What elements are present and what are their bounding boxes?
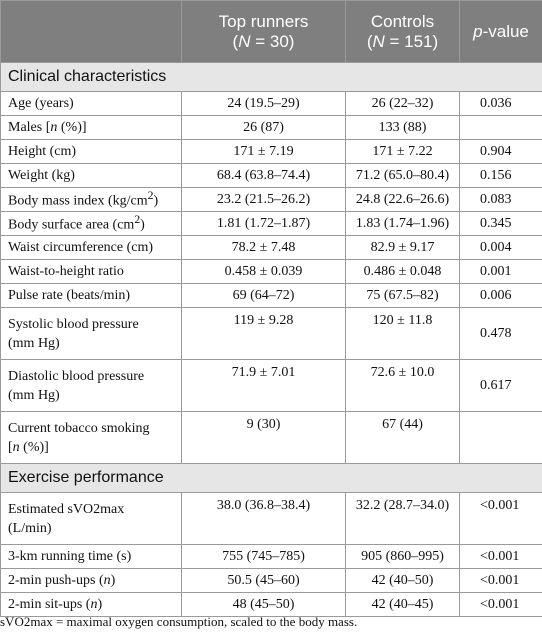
controls-value: 133 (88) <box>345 115 460 140</box>
top-runners-value: 24 (19.5–29) <box>181 91 346 116</box>
header-empty-cell <box>0 0 182 63</box>
header-top-runners: Top runners (N = 30) <box>181 0 346 63</box>
top-runners-value: 26 (87) <box>181 115 346 140</box>
p-value <box>459 115 542 140</box>
header-controls: Controls (N = 151) <box>345 0 460 63</box>
p-value: <0.001 <box>459 568 542 593</box>
controls-value: 120 ± 11.8 <box>345 307 460 360</box>
section-exercise-performance: Exercise performance <box>0 463 542 493</box>
characteristics-table: Top runners (N = 30) Controls (N = 151) p-… <box>0 0 542 617</box>
top-runners-value: 50.5 (45–60) <box>181 568 346 593</box>
controls-value: 24.8 (22.6–26.6) <box>345 187 460 212</box>
controls-value: 171 ± 7.22 <box>345 139 460 164</box>
top-runners-value: 68.4 (63.8–74.4) <box>181 163 346 188</box>
controls-value: 1.83 (1.74–1.96) <box>345 211 460 236</box>
row-label: Height (cm) <box>0 139 182 164</box>
p-value: 0.004 <box>459 235 542 260</box>
p-value: <0.001 <box>459 492 542 545</box>
row-label: Waist-to-height ratio <box>0 259 182 284</box>
top-runners-value: 69 (64–72) <box>181 283 346 308</box>
controls-value: 0.486 ± 0.048 <box>345 259 460 284</box>
table-row: Waist-to-height ratio 0.458 ± 0.039 0.48… <box>0 259 542 284</box>
p-value: 0.904 <box>459 139 542 164</box>
row-label: 2-min push-ups (n) <box>0 568 182 593</box>
controls-value: 905 (860–995) <box>345 544 460 569</box>
top-runners-value: 48 (45–50) <box>181 592 346 617</box>
top-runners-value: 755 (745–785) <box>181 544 346 569</box>
table-row: Estimated sVO2max (L/min) 38.0 (36.8–38.4… <box>0 492 542 545</box>
p-value: <0.001 <box>459 544 542 569</box>
table-row: Systolic blood pressure (mm Hg) 119 ± 9.2… <box>0 307 542 360</box>
table-footnote: sVO2max = maximal oxygen consumption, sc… <box>0 614 358 629</box>
p-value: 0.001 <box>459 259 542 284</box>
top-runners-value: 78.2 ± 7.48 <box>181 235 346 260</box>
table-row: Body surface area (cm2) 1.81 (1.72–1.87)… <box>0 211 542 236</box>
controls-value: 71.2 (65.0–80.4) <box>345 163 460 188</box>
p-value <box>459 411 542 464</box>
table-row: Height (cm) 171 ± 7.19 171 ± 7.22 0.904 <box>0 139 542 164</box>
table-row: Males [n (%)] 26 (87) 133 (88) <box>0 115 542 140</box>
row-label: Pulse rate (beats/min) <box>0 283 182 308</box>
top-runners-value: 71.9 ± 7.01 <box>181 359 346 412</box>
controls-value: 26 (22–32) <box>345 91 460 116</box>
row-label: Weight (kg) <box>0 163 182 188</box>
controls-value: 72.6 ± 10.0 <box>345 359 460 412</box>
p-value: 0.156 <box>459 163 542 188</box>
table-row: 3-km running time (s) 755 (745–785) 905 … <box>0 544 542 569</box>
table-row: 2-min sit-ups (n) 48 (45–50) 42 (40–45) … <box>0 592 542 617</box>
row-label: Males [n (%)] <box>0 115 182 140</box>
row-label: Current tobacco smoking [n (%)] <box>0 411 182 464</box>
header-p-value: p-value <box>459 0 542 63</box>
controls-value: 42 (40–50) <box>345 568 460 593</box>
top-runners-value: 119 ± 9.28 <box>181 307 346 360</box>
table-row: Body mass index (kg/cm2) 23.2 (21.5–26.2… <box>0 187 542 212</box>
p-value: 0.345 <box>459 211 542 236</box>
row-label: Diastolic blood pressure (mm Hg) <box>0 359 182 412</box>
controls-value: 75 (67.5–82) <box>345 283 460 308</box>
controls-value: 82.9 ± 9.17 <box>345 235 460 260</box>
section-clinical-characteristics: Clinical characteristics <box>0 62 542 92</box>
top-runners-value: 0.458 ± 0.039 <box>181 259 346 284</box>
top-runners-value: 23.2 (21.5–26.2) <box>181 187 346 212</box>
p-value: 0.006 <box>459 283 542 308</box>
p-value: <0.001 <box>459 592 542 617</box>
table-row: Age (years) 24 (19.5–29) 26 (22–32) 0.03… <box>0 91 542 116</box>
table-row: Diastolic blood pressure (mm Hg) 71.9 ± 7… <box>0 359 542 412</box>
p-value: 0.617 <box>459 359 542 412</box>
table-row: Current tobacco smoking [n (%)] 9 (30) 67… <box>0 411 542 464</box>
row-label: Age (years) <box>0 91 182 116</box>
p-value: 0.036 <box>459 91 542 116</box>
row-label: 3-km running time (s) <box>0 544 182 569</box>
top-runners-value: 1.81 (1.72–1.87) <box>181 211 346 236</box>
row-label: Waist circumference (cm) <box>0 235 182 260</box>
p-value: 0.478 <box>459 307 542 360</box>
controls-value: 32.2 (28.7–34.0) <box>345 492 460 545</box>
top-runners-value: 38.0 (36.8–38.4) <box>181 492 346 545</box>
controls-value: 67 (44) <box>345 411 460 464</box>
row-label: Body surface area (cm2) <box>0 211 182 236</box>
table-row: Weight (kg) 68.4 (63.8–74.4) 71.2 (65.0–… <box>0 163 542 188</box>
controls-value: 42 (40–45) <box>345 592 460 617</box>
row-label: Estimated sVO2max (L/min) <box>0 492 182 545</box>
table-row: Waist circumference (cm) 78.2 ± 7.48 82.… <box>0 235 542 260</box>
header-row: Top runners (N = 30) Controls (N = 151) p-… <box>0 0 542 63</box>
top-runners-value: 9 (30) <box>181 411 346 464</box>
table-row: 2-min push-ups (n) 50.5 (45–60) 42 (40–5… <box>0 568 542 593</box>
p-value: 0.083 <box>459 187 542 212</box>
row-label: Systolic blood pressure (mm Hg) <box>0 307 182 360</box>
top-runners-value: 171 ± 7.19 <box>181 139 346 164</box>
row-label: Body mass index (kg/cm2) <box>0 187 182 212</box>
table-row: Pulse rate (beats/min) 69 (64–72) 75 (67… <box>0 283 542 308</box>
row-label: 2-min sit-ups (n) <box>0 592 182 617</box>
